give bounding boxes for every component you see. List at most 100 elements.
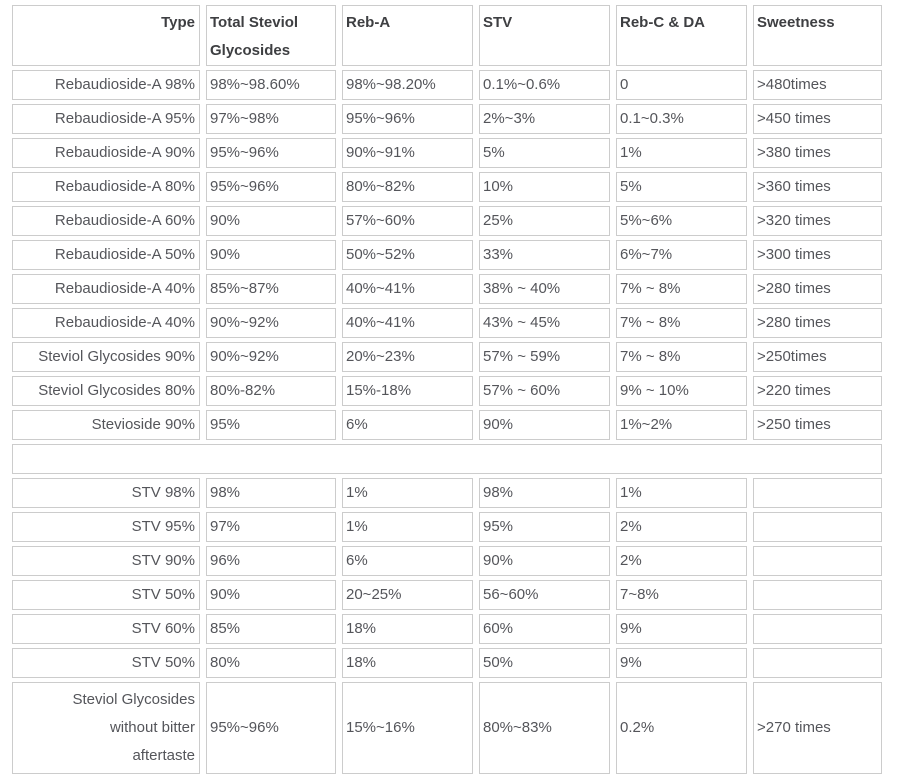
cell-type: Steviol Glycosides 90% (12, 342, 200, 372)
cell-sweetness (753, 614, 882, 644)
cell-reb-a: 80%~82% (342, 172, 473, 202)
table-row: Rebaudioside-A 60% 90% 57%~60% 25% 5%~6% >320… (12, 206, 882, 236)
header-cell-type: Type (12, 5, 200, 66)
table-row: Rebaudioside-A 98% 98%~98.60% 98%~98.20% 0.… (12, 70, 882, 100)
cell-reb-a: 18% (342, 614, 473, 644)
cell-reb-a: 6% (342, 546, 473, 576)
cell-reb-c-da: 1% (616, 138, 747, 168)
cell-total-steviol-glycosides: 85% (206, 614, 336, 644)
cell-stv: 56~60% (479, 580, 610, 610)
header-row: Type Total Steviol Glycosides Reb-A STV Reb-… (12, 5, 882, 66)
cell-reb-a: 15%~16% (342, 682, 473, 774)
cell-stv: 43% ~ 45% (479, 308, 610, 338)
cell-sweetness (753, 512, 882, 542)
cell-reb-a: 90%~91% (342, 138, 473, 168)
cell-sweetness (753, 648, 882, 678)
table-row: STV 90% 96% 6% 90% 2% (12, 546, 882, 576)
cell-type: STV 90% (12, 546, 200, 576)
table-row: STV 98% 98% 1% 98% 1% (12, 478, 882, 508)
cell-stv: 57% ~ 59% (479, 342, 610, 372)
table-row: Steviol Glycosides 80% 80%-82% 15%-18% 57% … (12, 376, 882, 406)
cell-sweetness (753, 580, 882, 610)
cell-type: Rebaudioside-A 98% (12, 70, 200, 100)
cell-stv: 50% (479, 648, 610, 678)
header-cell-reb-c-da: Reb-C & DA (616, 5, 747, 66)
cell-sweetness: >480times (753, 70, 882, 100)
cell-type: Stevioside 90% (12, 410, 200, 440)
cell-total-steviol-glycosides: 95%~96% (206, 682, 336, 774)
cell-total-steviol-glycosides: 90%~92% (206, 308, 336, 338)
cell-stv: 57% ~ 60% (479, 376, 610, 406)
cell-stv: 5% (479, 138, 610, 168)
cell-sweetness: >360 times (753, 172, 882, 202)
cell-stv: 2%~3% (479, 104, 610, 134)
cell-type: STV 50% (12, 648, 200, 678)
cell-reb-c-da: 7% ~ 8% (616, 308, 747, 338)
cell-reb-c-da: 5%~6% (616, 206, 747, 236)
cell-reb-c-da: 7% ~ 8% (616, 342, 747, 372)
cell-type: STV 50% (12, 580, 200, 610)
cell-total-steviol-glycosides: 90%~92% (206, 342, 336, 372)
cell-type: Rebaudioside-A 95% (12, 104, 200, 134)
cell-total-steviol-glycosides: 85%~87% (206, 274, 336, 304)
table-row: Steviol Glycosides 90% 90%~92% 20%~23% 57% … (12, 342, 882, 372)
cell-total-steviol-glycosides: 90% (206, 240, 336, 270)
cell-type: Rebaudioside-A 60% (12, 206, 200, 236)
cell-type: Steviol Glycosides 80% (12, 376, 200, 406)
cell-type: Rebaudioside-A 50% (12, 240, 200, 270)
cell-reb-c-da: 1%~2% (616, 410, 747, 440)
table-row: Rebaudioside-A 40% 90%~92% 40%~41% 43% ~ 45… (12, 308, 882, 338)
cell-stv: 90% (479, 546, 610, 576)
cell-stv: 0.1%~0.6% (479, 70, 610, 100)
table-row: STV 60% 85% 18% 60% 9% (12, 614, 882, 644)
cell-reb-c-da: 0.1~0.3% (616, 104, 747, 134)
table-row: STV 50% 90% 20~25% 56~60% 7~8% (12, 580, 882, 610)
table-row: STV 95% 97% 1% 95% 2% (12, 512, 882, 542)
cell-type: Steviol Glycosides without bitter aftert… (12, 682, 200, 774)
cell-reb-a: 1% (342, 512, 473, 542)
cell-reb-c-da: 0.2% (616, 682, 747, 774)
cell-reb-a: 98%~98.20% (342, 70, 473, 100)
cell-reb-a: 18% (342, 648, 473, 678)
cell-total-steviol-glycosides: 80%-82% (206, 376, 336, 406)
cell-stv: 25% (479, 206, 610, 236)
cell-type: Rebaudioside-A 40% (12, 308, 200, 338)
cell-sweetness: >450 times (753, 104, 882, 134)
table-row: Rebaudioside-A 80% 95%~96% 80%~82% 10% 5% >36… (12, 172, 882, 202)
cell-sweetness: >250 times (753, 410, 882, 440)
cell-sweetness: >300 times (753, 240, 882, 270)
table-row: Rebaudioside-A 40% 85%~87% 40%~41% 38% ~ 40… (12, 274, 882, 304)
cell-reb-a: 15%-18% (342, 376, 473, 406)
cell-reb-a: 1% (342, 478, 473, 508)
table-row: Stevioside 90% 95% 6% 90% 1%~2% >250 times (12, 410, 882, 440)
cell-total-steviol-glycosides: 90% (206, 206, 336, 236)
cell-sweetness: >250times (753, 342, 882, 372)
cell-sweetness: >320 times (753, 206, 882, 236)
table-row: Rebaudioside-A 90% 95%~96% 90%~91% 5% 1% >380… (12, 138, 882, 168)
cell-stv: 38% ~ 40% (479, 274, 610, 304)
cell-reb-c-da: 7~8% (616, 580, 747, 610)
cell-type: STV 95% (12, 512, 200, 542)
cell-type: STV 60% (12, 614, 200, 644)
cell-reb-c-da: 2% (616, 512, 747, 542)
cell-total-steviol-glycosides: 98% (206, 478, 336, 508)
cell-type: Rebaudioside-A 40% (12, 274, 200, 304)
header-cell-stv: STV (479, 5, 610, 66)
cell-reb-c-da: 1% (616, 478, 747, 508)
cell-total-steviol-glycosides: 95% (206, 410, 336, 440)
table-row: STV 50% 80% 18% 50% 9% (12, 648, 882, 678)
cell-total-steviol-glycosides: 90% (206, 580, 336, 610)
cell-sweetness: >270 times (753, 682, 882, 774)
table-row: Rebaudioside-A 50% 90% 50%~52% 33% 6%~7% >300… (12, 240, 882, 270)
cell-stv: 80%~83% (479, 682, 610, 774)
cell-sweetness (753, 546, 882, 576)
cell-total-steviol-glycosides: 97%~98% (206, 104, 336, 134)
cell-reb-a: 95%~96% (342, 104, 473, 134)
spacer-row (12, 444, 882, 474)
cell-sweetness: >280 times (753, 308, 882, 338)
cell-type: STV 98% (12, 478, 200, 508)
cell-stv: 98% (479, 478, 610, 508)
header-cell-sweetness: Sweetness (753, 5, 882, 66)
cell-reb-c-da: 2% (616, 546, 747, 576)
